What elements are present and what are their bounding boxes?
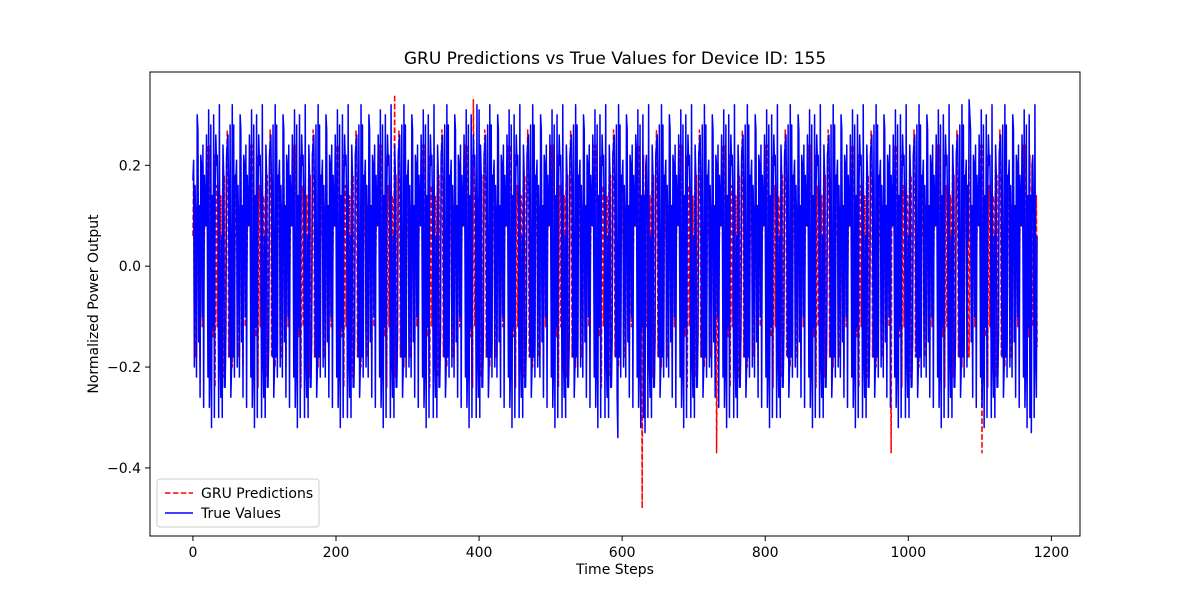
plot-area [149,71,1081,537]
x-tick-label-3: 600 [609,545,636,561]
legend: GRU Predictions True Values [156,478,320,528]
y-tick-label-0: −0.4 [107,461,141,477]
y-tick-label-2: 0.0 [119,259,141,275]
plot-frame [149,71,1081,537]
x-tick-label-2: 400 [466,545,493,561]
chart-title: GRU Predictions vs True Values for Devic… [404,49,826,69]
y-tick-label-3: 0.2 [119,158,141,174]
x-tick-label-0: 0 [188,545,197,561]
y-axis-label: Normalized Power Output [86,214,102,394]
legend-box [156,478,320,528]
legend-label-true-values: True Values [200,506,281,522]
y-axis-ticks: −0.4 −0.2 0.0 0.2 [107,158,150,477]
x-axis-label: Time Steps [575,562,654,578]
series-line-true-values [192,98,1038,439]
x-tick-label-4: 800 [752,545,779,561]
x-tick-label-5: 1000 [890,545,926,561]
legend-label-gru-predictions: GRU Predictions [201,486,313,502]
x-tick-label-1: 200 [323,545,350,561]
x-tick-label-6: 1200 [1034,545,1070,561]
x-axis-ticks: 0 200 400 600 800 1000 1200 [188,536,1069,561]
y-tick-label-1: −0.2 [107,360,141,376]
series-group [192,93,1038,510]
